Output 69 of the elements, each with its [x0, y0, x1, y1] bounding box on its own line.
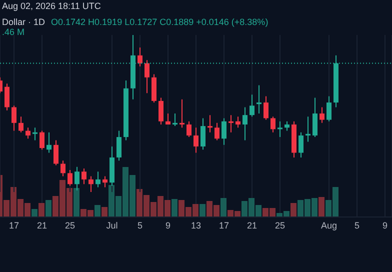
- bar: [200, 204, 206, 217]
- candlestick: [326, 96, 332, 122]
- text: Aug 02, 2026 18:11 UTC: [2, 1, 101, 11]
- candlestick: [60, 160, 66, 177]
- candlestick: [250, 94, 254, 118]
- candlestick: [46, 132, 52, 154]
- candlestick: [12, 105, 16, 132]
- x-tick-label: 17: [218, 220, 230, 230]
- bar: [318, 197, 324, 217]
- candlestick: [82, 168, 86, 185]
- bar: [38, 203, 44, 217]
- bar: [102, 207, 108, 217]
- x-tick-label: 5: [137, 220, 143, 230]
- candlestick: [68, 170, 72, 186]
- x-tick-label: 9: [165, 220, 171, 230]
- candlestick: [152, 74, 156, 104]
- candlestick: [40, 130, 44, 150]
- x-tick-label: 25: [274, 220, 286, 230]
- candlestick: [222, 118, 226, 146]
- bar: [94, 205, 100, 217]
- candlestick: [242, 106, 248, 141]
- candlestick: [32, 127, 38, 141]
- annotation: .46 M: [2, 27, 25, 37]
- text: O0.1742 H0.1919 L0.1727 C0.1889 +0.0146 (+8.38%): [51, 17, 268, 27]
- candlestick: [172, 113, 178, 127]
- candlestick: [320, 106, 324, 124]
- candlestick: [200, 118, 206, 150]
- candlestick: [88, 176, 94, 192]
- candlestick: [236, 116, 240, 128]
- x-tick-label: 21: [36, 220, 48, 230]
- candlestick: [116, 130, 122, 162]
- x-tick-label: 9: [382, 220, 388, 230]
- candlestick: [214, 122, 220, 141]
- candlestick: [264, 96, 268, 120]
- x-tick-label: 13: [190, 220, 202, 230]
- text: Dollar · 1D: [2, 17, 46, 27]
- candlestick: [96, 171, 100, 188]
- x-tick-label: 21: [246, 220, 258, 230]
- candlestick: [102, 176, 108, 188]
- bar: [32, 209, 38, 217]
- candlestick: [278, 120, 282, 138]
- candlestick: [138, 47, 142, 67]
- candlestick: [158, 97, 164, 125]
- candlestick: [284, 120, 290, 132]
- bar: [172, 199, 178, 217]
- candlestick: [270, 116, 276, 133]
- x-tick-label: 5: [354, 220, 360, 230]
- x-tick-label: 17: [8, 220, 20, 230]
- bar: [74, 188, 80, 217]
- x-tick-label: Jul: [106, 220, 118, 230]
- candlestick: [26, 127, 30, 140]
- candlestick: [228, 114, 234, 133]
- bar: [290, 203, 296, 217]
- candlestick: [166, 113, 170, 125]
- x-tick-label: Aug: [320, 220, 338, 230]
- candlestick: [18, 116, 24, 133]
- candlestick: [256, 84, 262, 114]
- bar: [220, 198, 226, 217]
- candlestick: [4, 83, 10, 111]
- candlestick: [312, 97, 318, 138]
- candlestick: [180, 98, 184, 128]
- candlestick: [298, 132, 304, 158]
- candlestick: [208, 114, 212, 133]
- bar: [46, 200, 52, 217]
- candlestick: [306, 116, 310, 142]
- x-tick-label: 25: [64, 220, 76, 230]
- candlestick: [54, 140, 58, 166]
- candlestick: [186, 120, 192, 138]
- candlestick: [144, 60, 150, 94]
